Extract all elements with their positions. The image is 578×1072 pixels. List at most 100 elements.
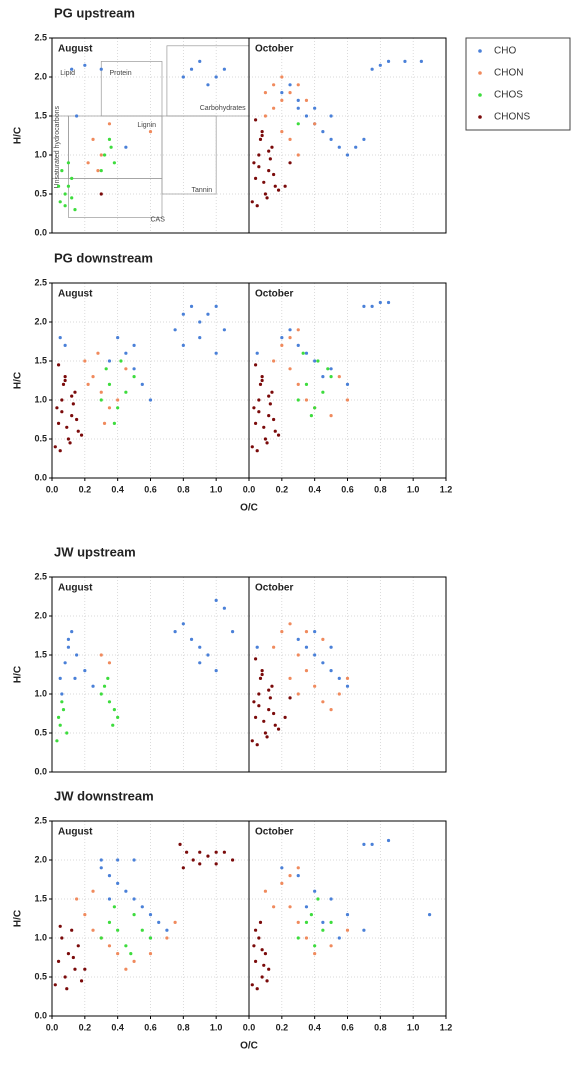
point	[255, 449, 259, 453]
point	[370, 304, 374, 308]
point	[313, 952, 317, 956]
point	[58, 200, 62, 204]
point	[255, 743, 259, 747]
point	[280, 336, 284, 340]
plot-frame	[248, 576, 447, 773]
point	[288, 676, 292, 681]
point	[253, 118, 258, 122]
point	[206, 83, 210, 87]
point	[107, 897, 112, 901]
point	[91, 684, 95, 688]
point	[55, 739, 59, 743]
point	[222, 328, 226, 332]
point	[102, 421, 107, 425]
point	[321, 700, 325, 704]
point	[70, 630, 74, 634]
point	[378, 300, 382, 305]
point	[71, 402, 75, 406]
point	[280, 343, 284, 347]
y-tick-label: 2.0	[34, 610, 47, 620]
y-tick-label: 2.5	[34, 277, 47, 287]
point	[63, 192, 67, 196]
point	[86, 382, 90, 386]
point	[99, 936, 103, 940]
y-tick-label: 2.0	[34, 854, 47, 864]
point	[99, 653, 103, 657]
point	[119, 359, 123, 363]
point	[362, 928, 366, 932]
annotation: Protein	[109, 70, 131, 77]
point	[258, 920, 263, 925]
point	[102, 153, 107, 157]
point	[60, 700, 64, 704]
point	[75, 417, 79, 422]
point	[250, 200, 254, 204]
point	[198, 661, 202, 665]
point	[70, 176, 74, 180]
point	[132, 375, 136, 379]
point	[198, 645, 202, 649]
point	[288, 137, 292, 141]
point	[288, 91, 292, 95]
point	[53, 445, 57, 449]
point	[260, 133, 264, 138]
point	[214, 351, 218, 355]
point	[111, 723, 115, 727]
x-tick-label: 0.4	[308, 1022, 321, 1032]
point	[403, 59, 407, 64]
y-tick-label: 1.0	[34, 394, 47, 404]
point	[296, 398, 300, 402]
point	[83, 63, 87, 67]
point	[288, 905, 292, 909]
point	[99, 192, 103, 196]
point	[280, 98, 284, 102]
x-tick-label: 0.4	[308, 484, 321, 494]
point	[83, 359, 87, 363]
point	[345, 684, 350, 688]
legend-label: CHO	[494, 46, 516, 57]
point	[337, 145, 341, 149]
point	[181, 343, 185, 347]
point	[250, 739, 254, 743]
point	[304, 669, 309, 673]
point	[258, 137, 263, 141]
point	[253, 928, 258, 932]
annotation: Carbohydrates	[200, 105, 246, 112]
point	[263, 952, 268, 956]
point	[99, 398, 103, 402]
point	[276, 727, 281, 731]
point	[316, 897, 320, 901]
point	[60, 410, 64, 414]
point	[191, 858, 195, 862]
y-tick-label: 0.5	[34, 188, 47, 198]
point	[63, 378, 67, 383]
point	[65, 425, 69, 429]
point	[296, 98, 300, 102]
point	[148, 130, 153, 134]
point	[258, 382, 263, 386]
point	[181, 866, 185, 870]
point	[262, 180, 266, 184]
x-tick-label: 1.0	[210, 484, 223, 494]
point	[321, 661, 325, 665]
point	[260, 948, 264, 952]
point	[55, 406, 59, 410]
y-tick-label: 2.5	[34, 32, 47, 42]
point	[63, 975, 67, 979]
point	[304, 645, 309, 649]
point	[214, 304, 218, 308]
point	[280, 75, 284, 79]
point	[222, 606, 226, 610]
point	[214, 862, 218, 866]
point	[296, 382, 300, 386]
point	[73, 676, 77, 681]
point	[140, 382, 144, 386]
point	[419, 59, 423, 64]
point	[296, 153, 300, 157]
point	[255, 204, 259, 208]
point	[296, 653, 300, 657]
point	[124, 967, 128, 971]
point	[63, 204, 67, 208]
y-tick-label: 1.0	[34, 688, 47, 698]
annotation: Unsaturated hydrocarbons	[54, 105, 61, 188]
